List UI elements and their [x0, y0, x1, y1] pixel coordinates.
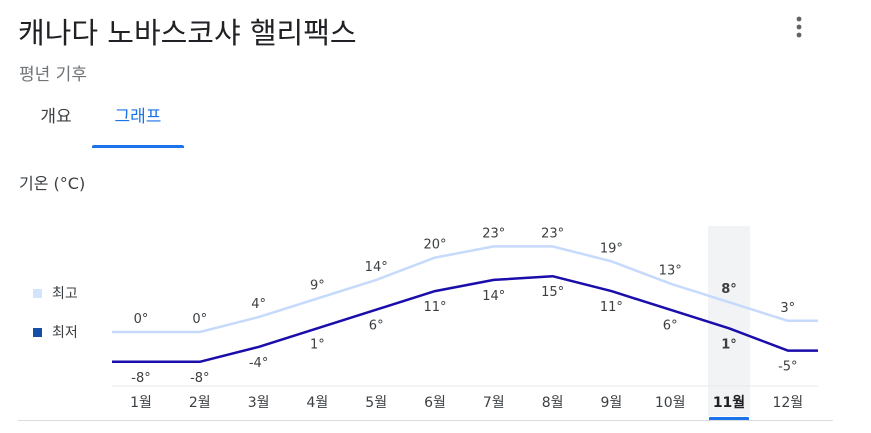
- x-tick-label: 11월: [713, 394, 745, 411]
- data-label-high: 20°: [423, 238, 446, 253]
- x-tick-label: 6월: [424, 395, 446, 411]
- x-tick-label: 3월: [248, 395, 270, 411]
- page-subtitle: 평년 기후: [19, 65, 87, 85]
- more-options-button[interactable]: [784, 12, 814, 42]
- chart-title: 기온 (°C): [19, 174, 86, 193]
- legend-label-high: 최고: [52, 286, 78, 302]
- data-label-high: 14°: [365, 260, 388, 275]
- highlight-band: [708, 226, 750, 416]
- legend-swatch-high: [33, 288, 42, 298]
- data-label-low: -5°: [778, 360, 797, 375]
- data-label-low: -4°: [249, 356, 268, 371]
- data-label-high: 0°: [192, 312, 207, 327]
- page-title: 캐나다 노바스코샤 핼리팩스: [18, 16, 357, 50]
- data-label-low: 6°: [663, 319, 678, 334]
- legend-item-low: 최저: [33, 322, 78, 342]
- x-tick-label: 8월: [542, 395, 564, 411]
- legend-item-high: 최고: [33, 283, 78, 303]
- x-tick-label: 10월: [655, 395, 686, 411]
- series-line-high: [112, 245, 818, 334]
- more-vert-icon: [796, 16, 802, 38]
- tab-overview-label: 개요: [40, 107, 72, 127]
- data-label-low: 11°: [600, 300, 623, 315]
- data-label-low: 14°: [482, 289, 505, 304]
- data-label-low: -8°: [190, 371, 209, 386]
- data-label-high: 23°: [541, 226, 564, 241]
- legend-swatch-low: [33, 327, 42, 337]
- data-label-low: 1°: [721, 337, 737, 352]
- data-label-low: -8°: [131, 371, 150, 386]
- data-label-low: 1°: [310, 337, 325, 352]
- x-tick-label: 7월: [483, 395, 505, 411]
- bottom-divider: [18, 420, 833, 421]
- data-label-low: 11°: [423, 300, 446, 315]
- data-label-high: 19°: [600, 241, 623, 256]
- data-label-low: 6°: [369, 319, 384, 334]
- data-label-high: 8°: [721, 282, 737, 297]
- series-line-low: [112, 274, 818, 364]
- data-label-high: 3°: [780, 301, 795, 316]
- tab-graph[interactable]: 그래프: [92, 94, 184, 148]
- data-label-high: 4°: [251, 297, 266, 312]
- legend-label-low: 최저: [52, 325, 78, 341]
- data-label-high: 0°: [134, 312, 149, 327]
- x-tick-label: 1월: [130, 395, 152, 411]
- data-label-high: 23°: [482, 226, 505, 241]
- active-tab-indicator: [92, 145, 184, 148]
- x-tick-label: 5월: [365, 395, 387, 411]
- data-label-low: 15°: [541, 285, 564, 300]
- x-tick-label: 4월: [307, 395, 329, 411]
- x-tick-label: 9월: [601, 395, 623, 411]
- x-tick-label: 12월: [772, 395, 803, 411]
- tab-graph-label: 그래프: [114, 107, 162, 127]
- data-label-high: 9°: [310, 279, 325, 294]
- data-label-high: 13°: [659, 264, 682, 279]
- tab-overview[interactable]: 개요: [20, 94, 92, 148]
- x-tick-label: 2월: [189, 395, 211, 411]
